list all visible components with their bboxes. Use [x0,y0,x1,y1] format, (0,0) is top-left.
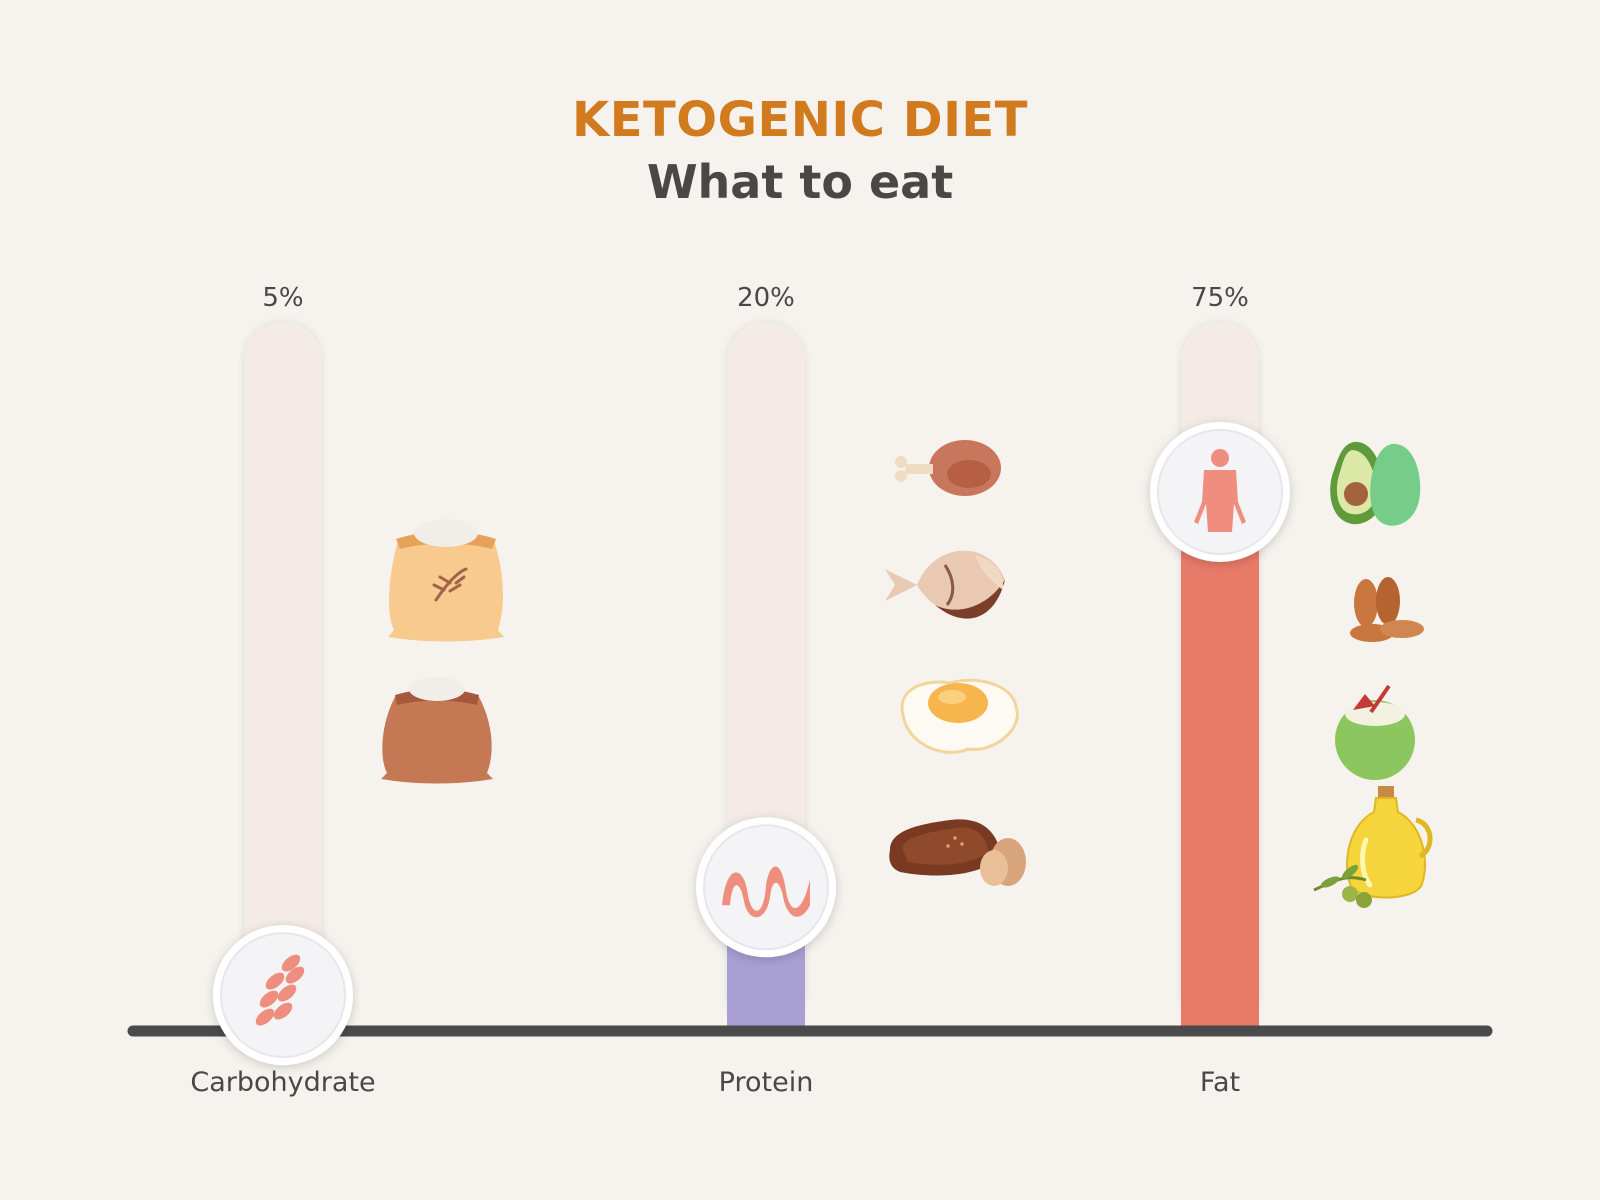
bacon-icon [696,817,836,958]
avocado-icon [1330,441,1421,526]
coconut-drink-icon [1335,684,1415,780]
brown-flour-sack-icon [381,677,493,784]
value-label-protein: 20% [737,283,795,313]
olive-oil-bottle-icon [1313,786,1433,908]
category-label-carbohydrate: Carbohydrate [190,1067,375,1098]
human-body-icon [1150,422,1290,562]
wheat-icon [213,925,353,1066]
flour-sack-icon [388,519,504,642]
category-label-fat: Fat [1200,1067,1240,1098]
bar-track-carbohydrate [244,322,322,1031]
bar-fat [1181,492,1259,1031]
chart-title: KETOGENIC DIET [572,92,1028,148]
fish-icon [885,550,1005,619]
chart-subtitle: What to eat [646,155,954,209]
chicken-drumstick-icon [895,440,1001,496]
steak-and-egg-icon [889,819,1026,886]
value-label-fat: 75% [1191,283,1249,313]
category-label-protein: Protein [719,1067,814,1098]
fried-egg-icon [900,678,1019,754]
almonds-icon [1350,577,1424,642]
value-label-carbohydrate: 5% [262,283,303,313]
